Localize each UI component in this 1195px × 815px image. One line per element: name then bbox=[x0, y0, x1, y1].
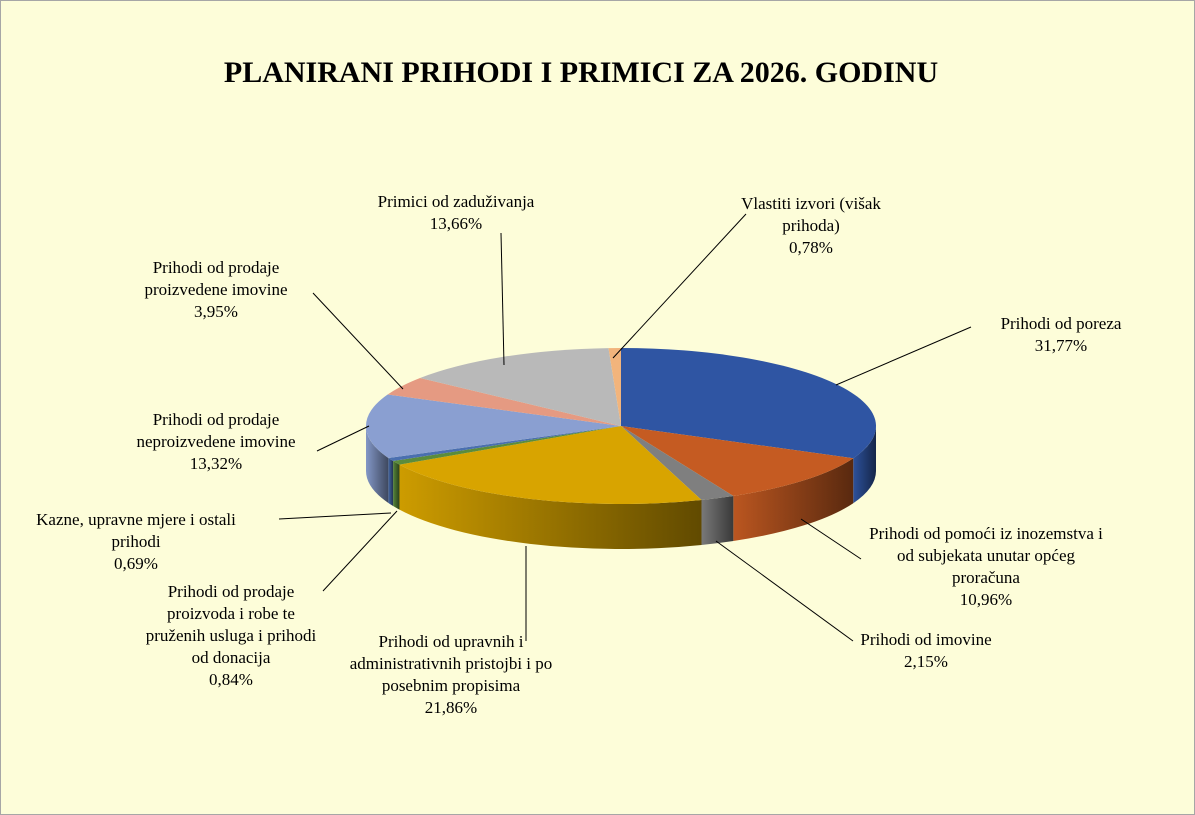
value-label: 0,69% bbox=[114, 554, 158, 573]
leader-line bbox=[715, 540, 854, 642]
leader-line bbox=[316, 425, 370, 452]
leader-line bbox=[278, 512, 392, 520]
value-label: 3,95% bbox=[194, 302, 238, 321]
chart-title: PLANIRANI PRIHODI I PRIMICI ZA 2026. GOD… bbox=[223, 56, 939, 89]
leader-line bbox=[800, 518, 862, 560]
slice-side bbox=[701, 496, 734, 546]
category-label: Prihodi od prodaje neproizvedene imovine bbox=[136, 410, 296, 451]
slice-side bbox=[853, 426, 876, 504]
slice-side bbox=[366, 426, 389, 503]
value-label: 13,66% bbox=[429, 214, 483, 233]
slice bbox=[388, 426, 621, 462]
slice bbox=[621, 426, 734, 501]
data-label: Vlastiti izvori (višak prihoda) 0,78% bbox=[716, 193, 906, 259]
slice-side bbox=[393, 461, 400, 510]
leader-line bbox=[500, 232, 505, 366]
value-label: 2,15% bbox=[904, 652, 948, 671]
slice-side bbox=[399, 464, 702, 549]
value-label: 0,84% bbox=[209, 670, 253, 689]
category-label: Prihodi od prodaje proizvoda i robe te p… bbox=[145, 582, 317, 667]
data-label: Prihodi od upravnih i administrativnih p… bbox=[331, 631, 571, 719]
data-label: Prihodi od prodaje proizvedene imovine 3,… bbox=[111, 257, 321, 323]
slice bbox=[393, 426, 621, 465]
data-label: Prihodi od prodaje proizvoda i robe te p… bbox=[136, 581, 326, 691]
data-label: Prihodi od prodaje neproizvedene imovine… bbox=[111, 409, 321, 475]
leader-line bbox=[322, 510, 398, 592]
slice-side bbox=[388, 457, 394, 507]
slice bbox=[621, 426, 854, 497]
category-label: Primici od zaduživanja bbox=[377, 192, 535, 211]
value-label: 13,32% bbox=[189, 454, 243, 473]
leader-line bbox=[312, 292, 404, 390]
value-label: 21,86% bbox=[424, 698, 478, 717]
slice bbox=[387, 377, 621, 426]
slice bbox=[399, 426, 702, 504]
value-label: 0,78% bbox=[789, 238, 833, 257]
data-label: Kazne, upravne mjere i ostali prihodi 0,6… bbox=[11, 509, 261, 575]
slice bbox=[621, 348, 876, 459]
category-label: Prihodi od imovine bbox=[860, 630, 992, 649]
slice bbox=[366, 394, 621, 458]
data-label: Primici od zaduživanja 13,66% bbox=[326, 191, 586, 235]
category-label: Prihodi od prodaje proizvedene imovine bbox=[144, 258, 288, 299]
data-label: Prihodi od poreza 31,77% bbox=[966, 313, 1156, 357]
data-label: Prihodi od pomoći iz inozemstva i od sub… bbox=[861, 523, 1111, 611]
value-label: 31,77% bbox=[1034, 336, 1088, 355]
leader-line bbox=[835, 326, 972, 386]
slice bbox=[420, 348, 621, 426]
category-label: Prihodi od poreza bbox=[1000, 314, 1122, 333]
category-label: Kazne, upravne mjere i ostali prihodi bbox=[36, 510, 236, 551]
category-label: Vlastiti izvori (višak prihoda) bbox=[741, 194, 881, 235]
category-label: Prihodi od pomoći iz inozemstva i od sub… bbox=[869, 524, 1103, 587]
data-label: Prihodi od imovine 2,15% bbox=[826, 629, 1026, 673]
leader-line bbox=[612, 213, 747, 359]
category-label: Prihodi od upravnih i administrativnih p… bbox=[349, 632, 553, 695]
slice bbox=[608, 348, 621, 426]
slice-side bbox=[733, 458, 854, 542]
value-label: 10,96% bbox=[959, 590, 1013, 609]
